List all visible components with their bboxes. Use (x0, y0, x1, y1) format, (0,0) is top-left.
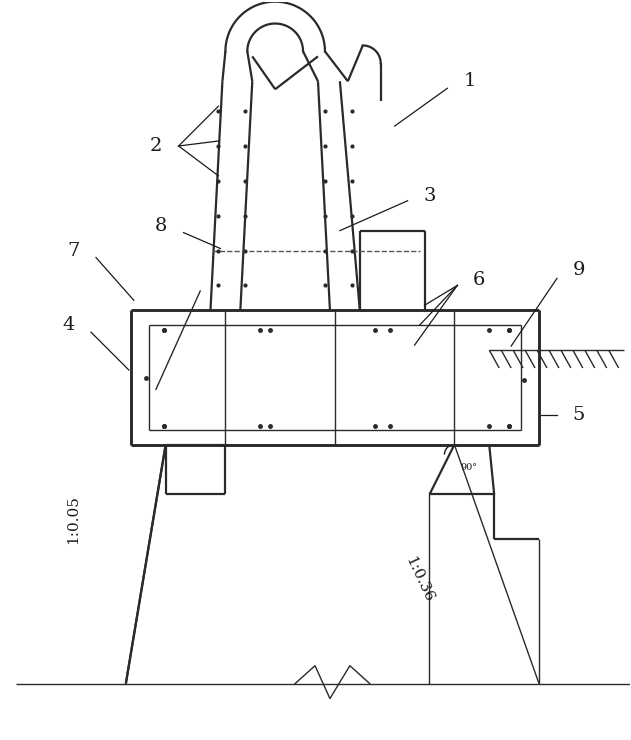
Text: 9: 9 (572, 261, 585, 280)
Text: 3: 3 (423, 186, 436, 205)
Text: 1: 1 (463, 73, 476, 90)
Text: 7: 7 (67, 241, 80, 260)
Text: 1:0.36: 1:0.36 (403, 554, 436, 604)
Text: 6: 6 (473, 272, 485, 289)
Text: 2: 2 (150, 137, 162, 155)
Text: 5: 5 (573, 406, 585, 424)
Text: 90°: 90° (461, 463, 478, 472)
Text: 8: 8 (155, 217, 167, 235)
Text: 4: 4 (63, 316, 75, 334)
Text: 1:0.05: 1:0.05 (66, 495, 80, 544)
